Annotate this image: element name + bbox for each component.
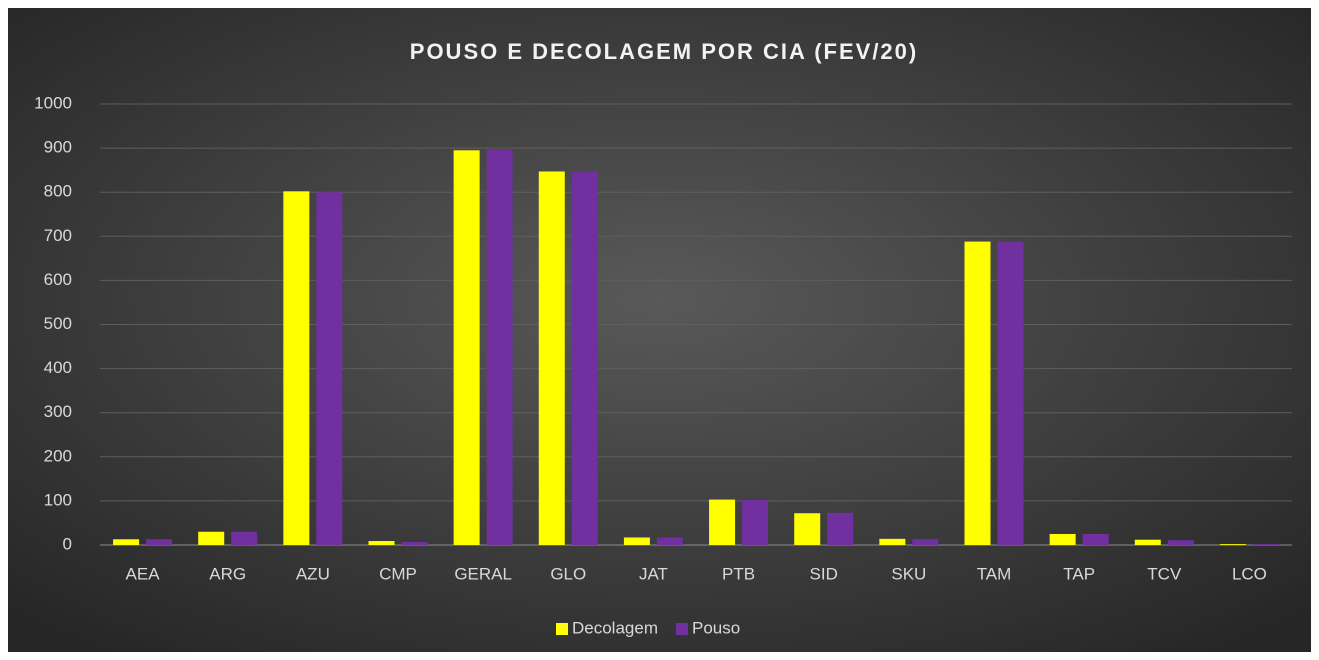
x-tick-label: TCV — [1147, 564, 1182, 583]
bar — [794, 513, 821, 545]
bar — [538, 171, 565, 545]
bar — [113, 539, 140, 545]
x-tick-label: CMP — [379, 564, 417, 583]
bar — [709, 499, 736, 545]
bar — [231, 531, 258, 545]
x-tick-label: ARG — [209, 564, 246, 583]
bar — [1219, 544, 1246, 545]
bar — [879, 538, 906, 545]
bar — [368, 541, 395, 545]
y-tick-label: 300 — [44, 402, 72, 421]
chart-background — [8, 8, 1311, 652]
y-tick-label: 500 — [44, 314, 72, 333]
legend-swatch — [676, 623, 688, 635]
legend-label: Decolagem — [572, 618, 658, 637]
y-tick-label: 600 — [44, 270, 72, 289]
x-tick-label: AEA — [126, 564, 161, 583]
x-tick-label: GERAL — [454, 564, 512, 583]
x-tick-label: SID — [810, 564, 838, 583]
bar — [742, 500, 769, 545]
bar — [283, 191, 310, 545]
bar — [316, 192, 343, 545]
bar — [146, 539, 173, 545]
x-tick-label: TAP — [1063, 564, 1095, 583]
legend-swatch — [556, 623, 568, 635]
bar — [656, 537, 683, 545]
y-tick-label: 800 — [44, 182, 72, 201]
bar — [623, 537, 650, 545]
bar — [453, 150, 480, 545]
bar — [827, 512, 854, 545]
bar — [1049, 533, 1076, 545]
bar — [401, 541, 428, 545]
y-tick-label: 1000 — [34, 93, 72, 112]
bar — [571, 171, 598, 545]
x-tick-label: PTB — [722, 564, 755, 583]
x-tick-label: AZU — [296, 564, 330, 583]
x-tick-label: GLO — [550, 564, 586, 583]
x-tick-label: TAM — [977, 564, 1012, 583]
x-tick-label: LCO — [1232, 564, 1267, 583]
bar — [1134, 539, 1161, 545]
bar — [198, 531, 225, 545]
bar — [486, 149, 513, 545]
y-tick-label: 100 — [44, 490, 72, 509]
chart-title: POUSO E DECOLAGEM POR CIA (FEV/20) — [410, 39, 918, 64]
y-tick-label: 200 — [44, 446, 72, 465]
bar — [1252, 544, 1279, 545]
bar — [997, 241, 1024, 546]
x-tick-label: JAT — [639, 564, 668, 583]
x-tick-label: SKU — [891, 564, 926, 583]
bar — [964, 241, 991, 546]
y-tick-label: 0 — [63, 534, 72, 553]
y-tick-label: 400 — [44, 358, 72, 377]
bar — [912, 539, 939, 545]
y-tick-label: 700 — [44, 226, 72, 245]
legend-label: Pouso — [692, 618, 740, 637]
bar — [1167, 540, 1194, 545]
bar — [1082, 533, 1109, 545]
y-tick-label: 900 — [44, 138, 72, 157]
